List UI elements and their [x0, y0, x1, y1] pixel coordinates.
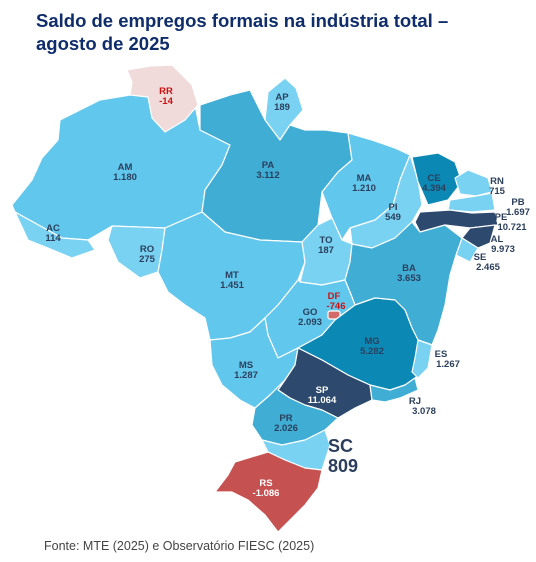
label-ap: AP 189 [274, 92, 290, 113]
label-ba: BA 3.653 [397, 263, 421, 284]
state-ce[interactable] [411, 152, 463, 206]
label-mg: MG 5.282 [360, 336, 384, 357]
label-am: AM 1.180 [113, 162, 137, 183]
label-df: DF -746 [326, 291, 345, 312]
label-mt: MT 1.451 [220, 270, 244, 291]
label-pa: PA 3.112 [256, 160, 279, 181]
state-ac[interactable] [14, 211, 96, 259]
state-ro[interactable] [107, 225, 166, 279]
label-rs: RS -1.086 [253, 478, 280, 499]
label-go: GO 2.093 [298, 307, 322, 328]
label-se: SE 2.465 [474, 252, 501, 273]
label-sp: SP 11.064 [308, 385, 337, 406]
label-pb: PB 1.697 [506, 197, 530, 218]
label-to: TO 187 [318, 235, 334, 256]
label-es: ES 1.267 [435, 349, 460, 370]
label-rn: RN 715 [489, 176, 506, 197]
source-note: Fonte: MTE (2025) e Observatório FIESC (… [44, 539, 315, 553]
label-ro: RO 275 [139, 244, 156, 265]
label-ac: AC 114 [45, 223, 61, 244]
chart-title-line-2: agosto de 2025 [36, 33, 170, 54]
label-al: AL 9.973 [491, 234, 515, 255]
label-pr: PR 2.026 [274, 413, 298, 434]
state-labels: RR -14 AP 189 AM 1.180 PA 3.112 MA 1.210 CE 4.… [45, 86, 530, 499]
label-rj: RJ 3.078 [409, 396, 436, 417]
state-es[interactable] [411, 339, 433, 379]
label-pi: PI 549 [385, 202, 401, 223]
label-ce: CE 4.394 [422, 173, 446, 194]
label-rr: RR -14 [159, 86, 173, 107]
label-sc: SC 809 [328, 436, 358, 476]
state-al[interactable] [461, 224, 496, 249]
state-df[interactable] [327, 310, 341, 320]
state-rn[interactable] [454, 169, 493, 197]
state-rr[interactable] [126, 64, 199, 133]
chart-title-line-1: Saldo de empregos formais na indústria t… [36, 10, 449, 31]
chart-title: Saldo de empregos formais na indústria t… [36, 9, 506, 55]
state-rs[interactable] [214, 451, 323, 533]
label-ms: MS 1.287 [234, 360, 258, 381]
label-pe: PE 10.721 [495, 212, 528, 233]
label-ma: MA 1.210 [352, 173, 376, 194]
state-rj[interactable] [369, 377, 419, 403]
